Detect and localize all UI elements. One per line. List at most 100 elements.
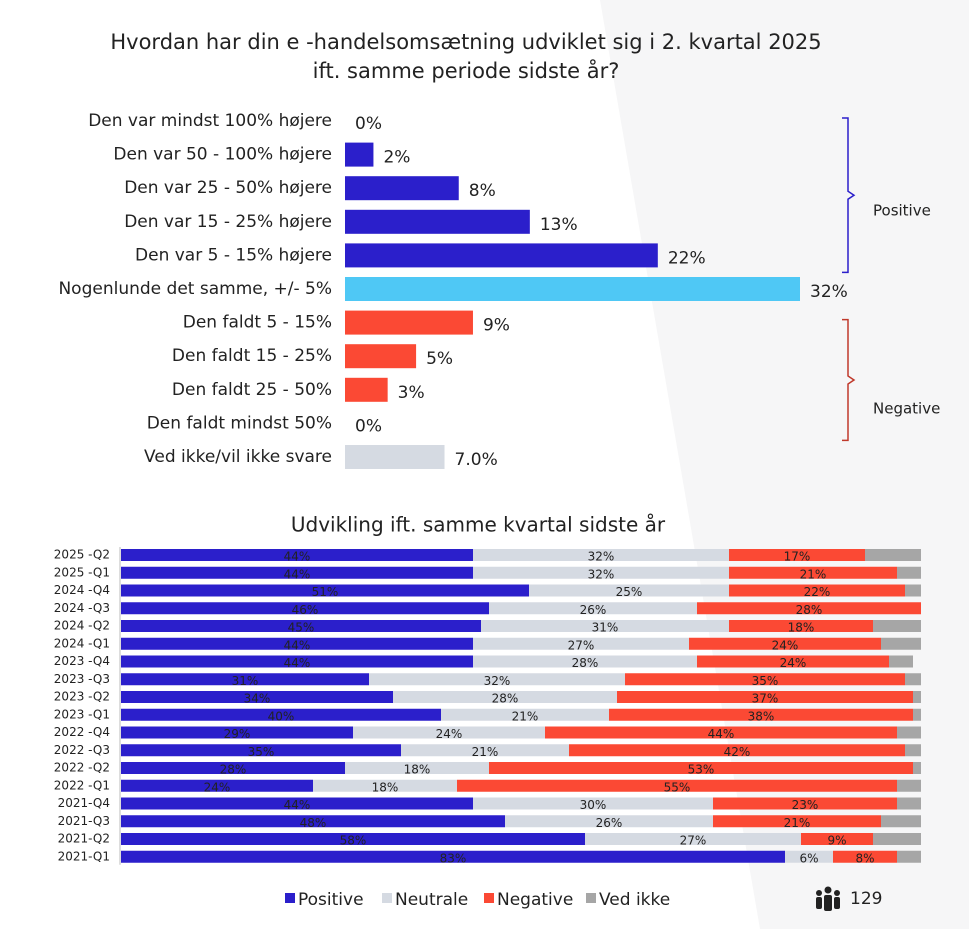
category-label: 2021-Q3 bbox=[58, 814, 110, 828]
value-label: 23% bbox=[792, 798, 819, 812]
category-label: 2025 -Q2 bbox=[54, 548, 110, 562]
category-label: Den var 50 - 100% højere bbox=[113, 145, 332, 165]
bar-segment bbox=[353, 726, 545, 739]
bar-segment bbox=[897, 797, 921, 810]
legend-swatch bbox=[285, 893, 295, 903]
value-label: 30% bbox=[580, 798, 607, 812]
group-bracket bbox=[842, 318, 856, 442]
value-label: 21% bbox=[512, 709, 539, 723]
category-label: 2024 -Q3 bbox=[54, 601, 110, 615]
legend-swatch bbox=[484, 893, 494, 903]
category-label: Den var 25 - 50% højere bbox=[124, 178, 332, 198]
category-label: Den faldt 25 - 50% bbox=[172, 380, 332, 400]
value-label: 21% bbox=[472, 745, 499, 759]
bar-segment bbox=[897, 850, 921, 863]
bar-segment bbox=[697, 655, 889, 668]
bar bbox=[345, 142, 374, 167]
value-label: 24% bbox=[772, 638, 799, 652]
bar-segment bbox=[625, 673, 905, 686]
bar-segment bbox=[121, 584, 529, 597]
category-label: 2024 -Q4 bbox=[54, 583, 110, 597]
value-label: 83% bbox=[440, 851, 467, 865]
value-label: 26% bbox=[596, 816, 623, 830]
value-label: 37% bbox=[752, 692, 779, 706]
legend-swatch bbox=[586, 893, 596, 903]
category-label: 2021-Q4 bbox=[58, 796, 110, 810]
bar-segment bbox=[881, 815, 921, 828]
value-label: 44% bbox=[284, 550, 311, 564]
value-label: 2% bbox=[383, 148, 410, 168]
value-label: 44% bbox=[284, 656, 311, 670]
category-label: 2022 -Q1 bbox=[54, 778, 110, 792]
value-label: 55% bbox=[664, 780, 691, 794]
bar-segment bbox=[505, 815, 713, 828]
value-label: 53% bbox=[688, 763, 715, 777]
value-label: 32% bbox=[484, 674, 511, 688]
value-label: 32% bbox=[810, 282, 848, 302]
category-label: 2024 -Q1 bbox=[54, 636, 110, 650]
value-label: 40% bbox=[268, 709, 295, 723]
bar-segment bbox=[865, 549, 921, 561]
category-label: 2022 -Q4 bbox=[54, 725, 110, 739]
bar-segment bbox=[729, 549, 865, 561]
bar-segment bbox=[121, 797, 473, 810]
category-label: Den faldt mindst 50% bbox=[147, 413, 332, 433]
bar-segment bbox=[121, 708, 441, 721]
value-label: 44% bbox=[284, 638, 311, 652]
value-label: 51% bbox=[312, 585, 339, 599]
bar-segment bbox=[713, 797, 897, 810]
bar-segment bbox=[729, 566, 897, 579]
category-label: 2021-Q2 bbox=[58, 832, 110, 846]
bar-segment bbox=[913, 762, 921, 774]
category-label: 2023 -Q3 bbox=[54, 672, 110, 686]
value-label: 0% bbox=[355, 114, 382, 134]
bar-segment bbox=[121, 833, 585, 845]
value-label: 42% bbox=[724, 745, 751, 759]
legend-label: Positive bbox=[298, 890, 364, 910]
value-label: 48% bbox=[300, 816, 327, 830]
bar-segment bbox=[689, 637, 881, 650]
bar-segment bbox=[697, 602, 921, 615]
people-icon bbox=[816, 886, 840, 911]
bar-segment bbox=[889, 655, 913, 668]
bar bbox=[345, 176, 459, 201]
value-label: 18% bbox=[404, 763, 431, 777]
bar bbox=[345, 344, 417, 369]
bar-segment bbox=[473, 637, 689, 650]
value-label: 28% bbox=[572, 656, 599, 670]
bar-segment bbox=[729, 584, 905, 597]
category-label: 2024 -Q2 bbox=[54, 619, 110, 633]
bar bbox=[345, 277, 800, 301]
bar-segment bbox=[393, 691, 617, 703]
bar-segment bbox=[313, 779, 457, 792]
bar bbox=[345, 445, 445, 469]
bar-segment bbox=[897, 726, 921, 739]
bar-segment bbox=[897, 779, 921, 792]
bar-segment bbox=[121, 655, 473, 668]
value-label: 22% bbox=[804, 585, 831, 599]
bar-segment bbox=[441, 708, 609, 721]
category-label: Den var 15 - 25% højere bbox=[124, 212, 332, 232]
bar bbox=[345, 243, 658, 268]
value-label: 25% bbox=[616, 585, 643, 599]
page-number: 129 bbox=[850, 889, 882, 909]
bar-segment bbox=[121, 815, 505, 828]
category-label: 2023 -Q2 bbox=[54, 690, 110, 704]
bar-segment bbox=[473, 655, 697, 668]
bar bbox=[345, 310, 473, 335]
value-label: 29% bbox=[224, 727, 251, 741]
bar-segment bbox=[585, 833, 801, 845]
group-bracket bbox=[842, 117, 856, 274]
value-label: 8% bbox=[855, 851, 874, 865]
value-label: 44% bbox=[284, 798, 311, 812]
bar-segment bbox=[121, 673, 369, 686]
value-label: 31% bbox=[592, 621, 619, 635]
bar-segment bbox=[785, 850, 833, 863]
value-label: 44% bbox=[708, 727, 735, 741]
category-label: Den var mindst 100% højere bbox=[88, 111, 332, 131]
bar-segment bbox=[489, 762, 913, 774]
bar-segment bbox=[913, 708, 921, 721]
value-label: 32% bbox=[588, 550, 615, 564]
bar-segment bbox=[801, 833, 873, 845]
